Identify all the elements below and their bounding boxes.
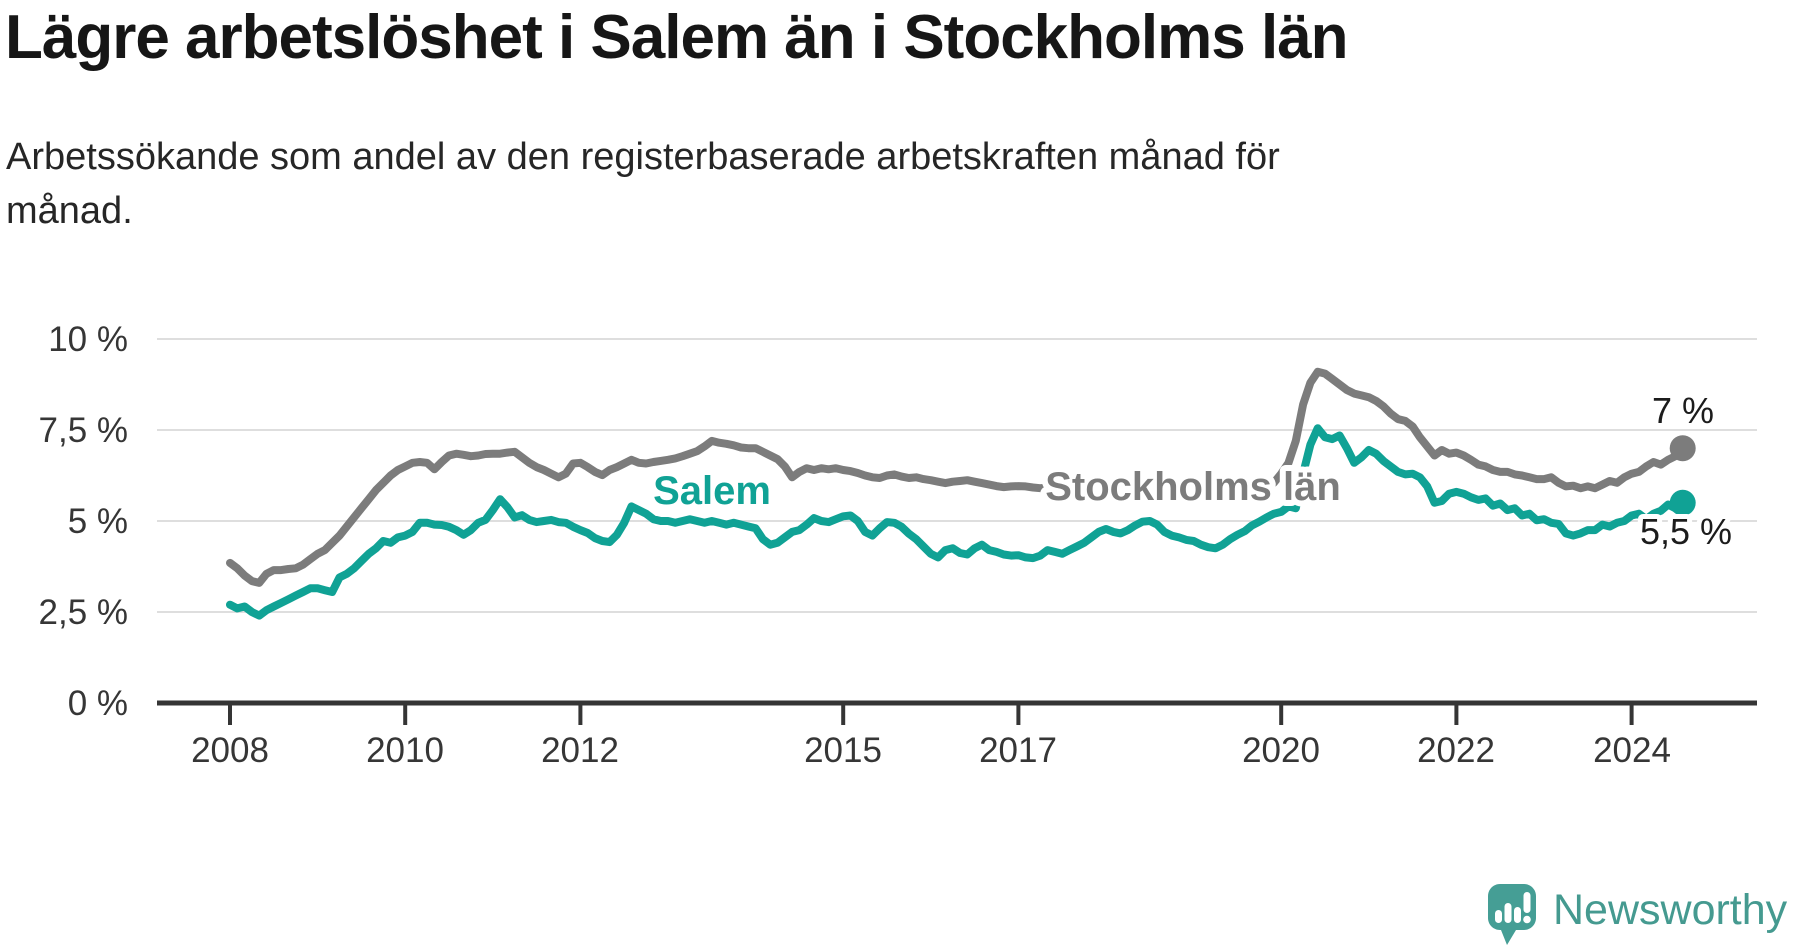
series-lines-group: [226, 367, 1687, 620]
chart-subtitle-line-2: månad.: [6, 190, 133, 232]
newsworthy-brand-text: Newsworthy: [1553, 886, 1788, 934]
x-axis-label-2022: 2022: [1417, 731, 1495, 770]
salem-end-dot: [1669, 489, 1696, 516]
stockholms-lan-line: [226, 367, 1687, 587]
newsworthy-logo-icon: [1488, 884, 1536, 945]
x-axis-label-2020: 2020: [1242, 731, 1320, 770]
x-axis-label-2012: 2012: [541, 731, 619, 770]
bar-chart-exclamation-icon: [1495, 892, 1531, 924]
salem-series-label: Salem: [653, 469, 771, 513]
end-dots-group: [1669, 435, 1696, 516]
chart-subtitle: Arbetssökande som andel av den registerb…: [6, 130, 1280, 238]
x-axis-label-2010: 2010: [366, 731, 444, 770]
gridlines-group: [157, 338, 1757, 725]
chart-subtitle-line-1: Arbetssökande som andel av den registerb…: [6, 136, 1280, 178]
x-axis-label-2024: 2024: [1593, 731, 1671, 770]
stockholms-lan-end-value-label: 7 %: [1652, 390, 1714, 431]
stockholms-lan-series-label: Stockholms län: [1045, 465, 1341, 509]
stockholms-lan-end-dot: [1669, 435, 1696, 462]
salem-line: [226, 424, 1687, 620]
y-axis-label-2-5: 2,5 %: [39, 593, 129, 632]
y-axis-label-0: 0 %: [68, 684, 128, 723]
x-axis-label-2015: 2015: [804, 731, 882, 770]
y-axis-label-5: 5 %: [68, 502, 128, 541]
y-axis-label-10: 10 %: [48, 320, 128, 359]
x-axis-label-2017: 2017: [979, 731, 1057, 770]
chart-title: Lägre arbetslöshet i Salem än i Stockhol…: [5, 3, 1349, 72]
y-axis-label-7-5: 7,5 %: [39, 411, 129, 450]
x-axis-label-2008: 2008: [191, 731, 269, 770]
newsworthy-logo: Newsworthy: [1488, 884, 1787, 946]
salem-end-value-label: 5,5 %: [1640, 511, 1732, 552]
